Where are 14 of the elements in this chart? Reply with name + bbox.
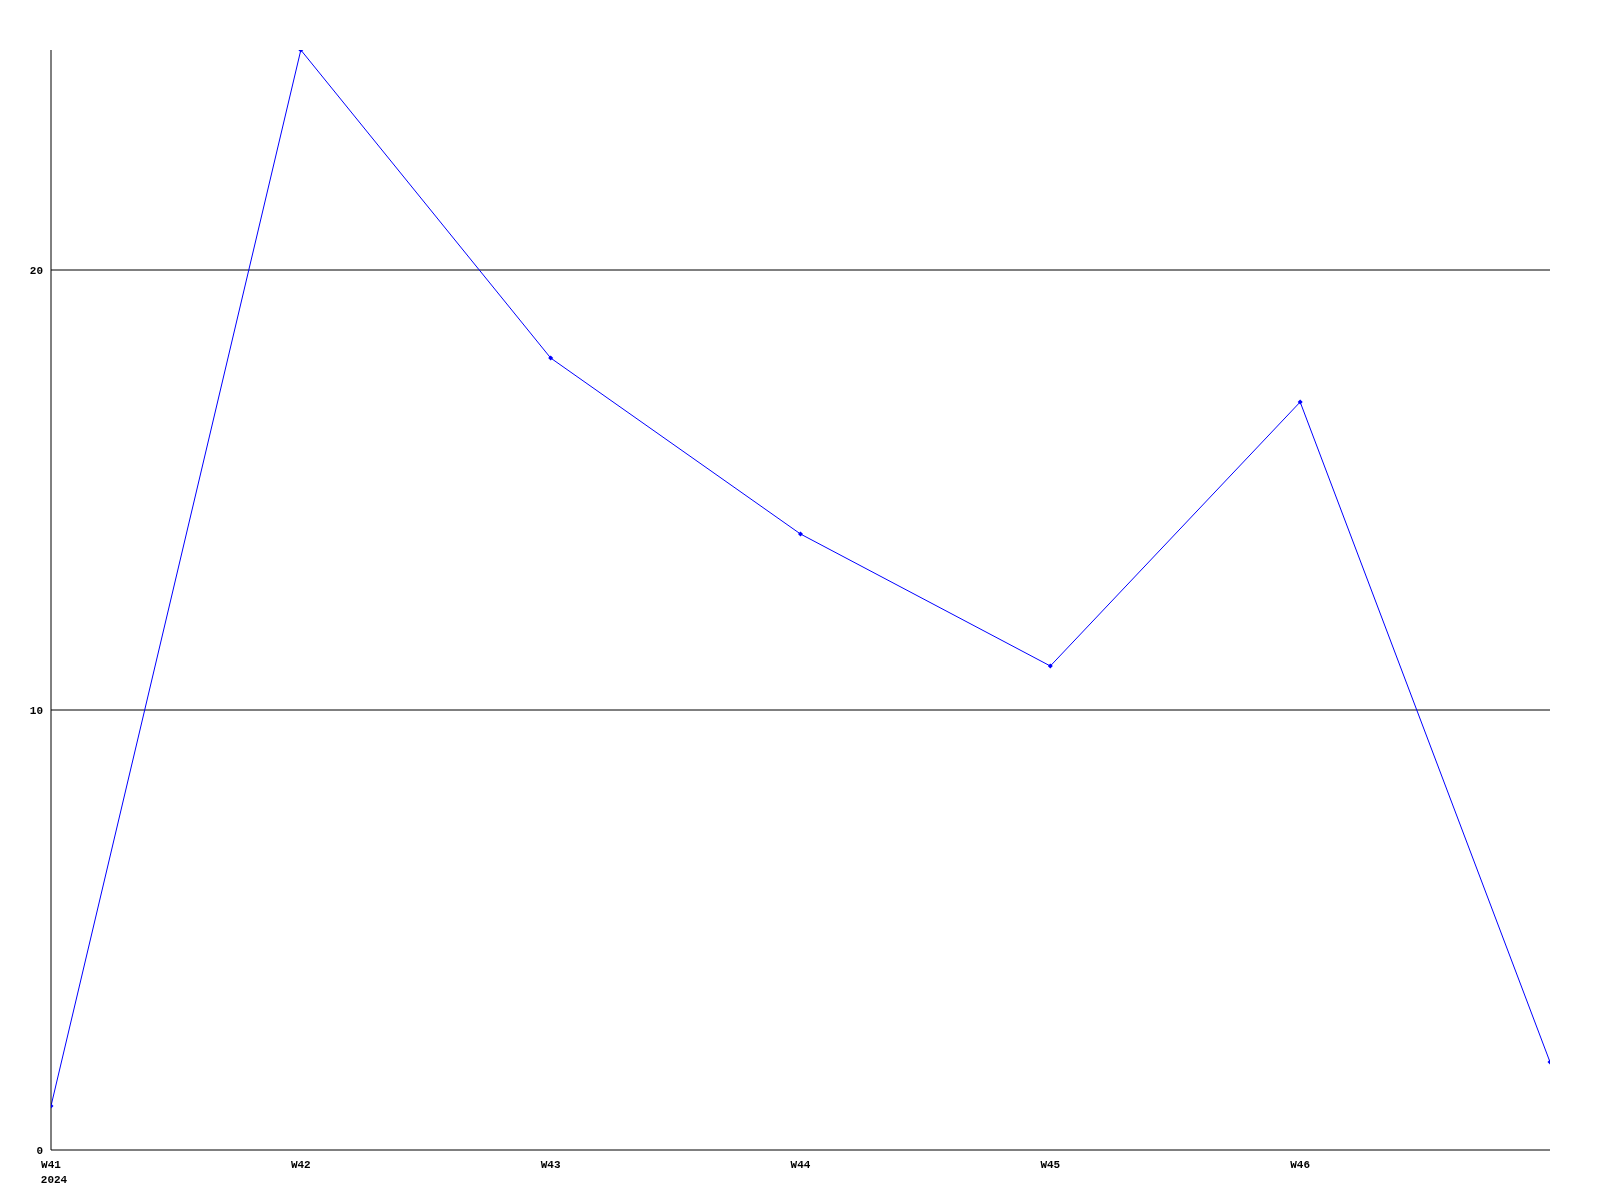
point (1297, 399, 1303, 405)
y-tick-label: 20 (29, 264, 43, 277)
x-tick-label: W41 (41, 1159, 62, 1171)
point (798, 531, 803, 537)
y-tick-label: 10 (29, 704, 43, 717)
point (1047, 663, 1053, 669)
x-tick-label: W45 (1040, 1159, 1061, 1171)
x-tick-label: W44 (790, 1159, 811, 1171)
text: 2024 (40, 1174, 68, 1186)
point (548, 355, 554, 361)
y-tick-label: 0 (36, 1144, 43, 1157)
x-tick-label: W42 (290, 1159, 311, 1171)
x-tick-label: W46 (1290, 1159, 1311, 1171)
x-tick-label: W43 (540, 1159, 561, 1171)
